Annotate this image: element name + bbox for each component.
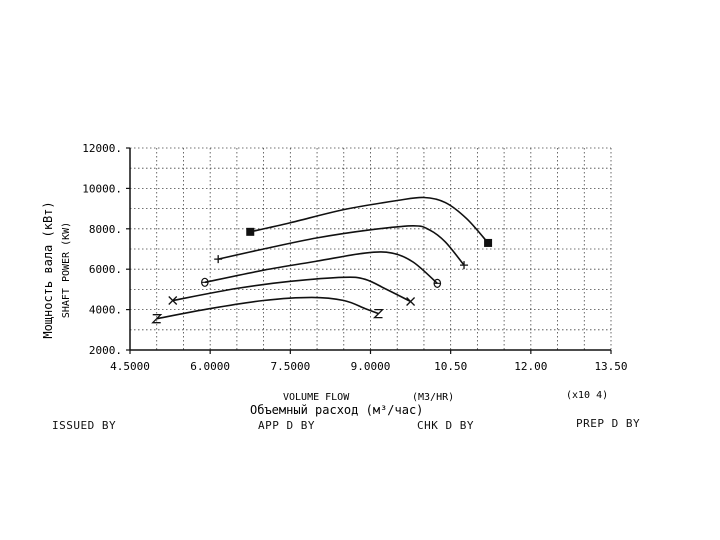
marker-x <box>406 297 416 306</box>
tick-labels: 2000. 4000. 6000. 8000. 10000. 12000. 4.5000 6.… <box>82 142 627 373</box>
prepared-by-label: PREP D BY <box>576 417 641 430</box>
y-axis-label-ru: Мощность вала (кВт) <box>41 201 55 338</box>
series-line-2 <box>218 224 465 266</box>
series-line-3 <box>204 251 438 284</box>
series-line-5 <box>156 296 379 320</box>
marker-z <box>372 308 385 319</box>
x-axis-unit-en: (M3/HR) <box>412 392 454 403</box>
marker-square-filled <box>246 227 255 236</box>
marker-x <box>168 296 178 305</box>
marker-square <box>484 238 493 247</box>
y-tick-label: 12000. <box>82 142 122 155</box>
series-group <box>151 196 493 324</box>
marker-square <box>246 227 255 236</box>
marker-x <box>406 297 416 306</box>
series-line-1 <box>250 196 489 244</box>
marker-x <box>168 296 178 305</box>
x-axis-label-en: VOLUME FLOW <box>283 392 350 403</box>
y-tick-label: 4000. <box>89 304 122 317</box>
axis-labels: Мощность вала (кВт) SHAFT POWER (KW) VOL… <box>41 201 608 417</box>
y-axis-label-en: SHAFT POWER (KW) <box>61 222 72 318</box>
marker-plus <box>460 261 469 270</box>
marker-plus <box>460 261 469 270</box>
x-tick-label: 7.5000 <box>270 360 310 373</box>
issued-by-label: ISSUED BY <box>52 419 117 432</box>
marker-z <box>151 314 163 324</box>
x-tick-label: 9.0000 <box>351 360 391 373</box>
marker-z <box>372 308 385 319</box>
approved-by-label: APP D BY <box>258 419 315 432</box>
axes <box>126 147 612 354</box>
y-tick-label: 10000. <box>82 182 122 195</box>
x-axis-multiplier: (x10 4) <box>566 390 608 401</box>
x-tick-label: 4.5000 <box>110 360 150 373</box>
marker-plus <box>214 255 223 264</box>
series-line-4 <box>172 276 411 303</box>
y-tick-label: 8000. <box>89 223 122 236</box>
marker-theta <box>433 278 442 288</box>
y-tick-label: 6000. <box>89 263 122 276</box>
x-tick-label: 6.0000 <box>190 360 230 373</box>
grid <box>129 147 612 351</box>
marker-plus <box>214 255 223 264</box>
x-axis-label-ru: Объемный расход (м³/час) <box>250 403 423 417</box>
x-tick-label: 10.50 <box>434 360 467 373</box>
marker-theta-ring <box>433 278 442 288</box>
x-tick-label: 13.50 <box>594 360 627 373</box>
y-tick-label: 2000. <box>89 344 122 357</box>
marker-z <box>151 314 163 324</box>
marker-theta-ring <box>201 277 209 287</box>
x-tick-label: 12.00 <box>514 360 547 373</box>
marker-theta <box>201 277 209 287</box>
checked-by-label: CHK D BY <box>417 419 474 432</box>
marker-square-filled <box>484 238 493 247</box>
